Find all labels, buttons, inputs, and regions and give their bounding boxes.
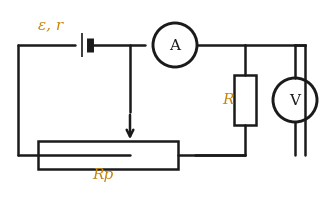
FancyBboxPatch shape	[234, 75, 256, 125]
Text: A: A	[169, 39, 181, 53]
Text: V: V	[289, 94, 301, 108]
Text: R: R	[222, 93, 234, 107]
Text: Rp: Rp	[92, 168, 113, 182]
FancyBboxPatch shape	[38, 141, 178, 169]
Text: ε, r: ε, r	[38, 18, 63, 32]
